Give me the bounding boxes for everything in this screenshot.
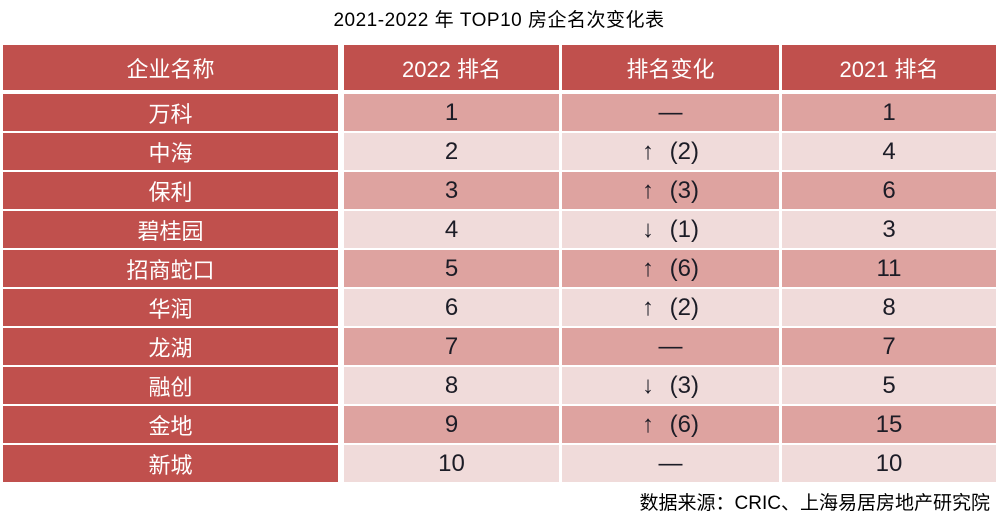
rank-2022-cell: 6: [344, 289, 559, 326]
header-cell-change: 排名变化: [562, 45, 779, 90]
rank-2022-cell: 1: [344, 94, 559, 131]
company-name-cell: 招商蛇口: [3, 250, 338, 287]
rank-2021-cell: 7: [782, 328, 996, 365]
table-row: 碧桂园 4 ↓ (1) 3: [3, 211, 996, 248]
table-row: 金地 9 ↑ (6) 15: [3, 406, 996, 443]
company-name-cell: 金地: [3, 406, 338, 443]
table-row: 融创 8 ↓ (3) 5: [3, 367, 996, 404]
table-row: 龙湖 7 — 7: [3, 328, 996, 365]
table-row: 新城 10 — 10: [3, 445, 996, 482]
rank-2021-cell: 15: [782, 406, 996, 443]
table-row: 万科 1 — 1: [3, 94, 996, 131]
header-cell-2021-rank: 2021 排名: [782, 45, 996, 90]
rank-2021-cell: 11: [782, 250, 996, 287]
table-row: 华润 6 ↑ (2) 8: [3, 289, 996, 326]
rank-2021-cell: 1: [782, 94, 996, 131]
rank-change-cell: ↓ (1): [562, 211, 779, 248]
rank-2021-cell: 3: [782, 211, 996, 248]
rank-2021-cell: 4: [782, 133, 996, 170]
company-name-cell: 碧桂园: [3, 211, 338, 248]
rank-change-cell: —: [562, 94, 779, 131]
rank-2022-cell: 8: [344, 367, 559, 404]
company-name-cell: 华润: [3, 289, 338, 326]
rank-2021-cell: 8: [782, 289, 996, 326]
ranking-table: 企业名称 2022 排名 排名变化 2021 排名 万科 1 — 1 中海 2 …: [3, 45, 996, 484]
company-name-cell: 万科: [3, 94, 338, 131]
table-row: 招商蛇口 5 ↑ (6) 11: [3, 250, 996, 287]
company-name-cell: 融创: [3, 367, 338, 404]
rank-change-cell: —: [562, 445, 779, 482]
rank-2022-cell: 4: [344, 211, 559, 248]
company-name-cell: 保利: [3, 172, 338, 209]
rank-change-cell: —: [562, 328, 779, 365]
rank-change-cell: ↑ (3): [562, 172, 779, 209]
rank-2022-cell: 7: [344, 328, 559, 365]
rank-2021-cell: 5: [782, 367, 996, 404]
header-cell-2022-rank: 2022 排名: [344, 45, 559, 90]
data-source-note: 数据来源：CRIC、上海易居房地产研究院: [639, 493, 990, 514]
table-row: 中海 2 ↑ (2) 4: [3, 133, 996, 170]
rank-change-cell: ↓ (3): [562, 367, 779, 404]
rank-change-cell: ↑ (6): [562, 250, 779, 287]
company-name-cell: 新城: [3, 445, 338, 482]
company-name-cell: 龙湖: [3, 328, 338, 365]
company-name-cell: 中海: [3, 133, 338, 170]
rank-2022-cell: 2: [344, 133, 559, 170]
rank-change-cell: ↑ (2): [562, 289, 779, 326]
table-header-row: 企业名称 2022 排名 排名变化 2021 排名: [3, 45, 996, 90]
table-row: 保利 3 ↑ (3) 6: [3, 172, 996, 209]
rank-2022-cell: 9: [344, 406, 559, 443]
page-title: 2021-2022 年 TOP10 房企名次变化表: [333, 10, 665, 31]
rank-2021-cell: 10: [782, 445, 996, 482]
rank-2021-cell: 6: [782, 172, 996, 209]
rank-change-cell: ↑ (2): [562, 133, 779, 170]
rank-2022-cell: 5: [344, 250, 559, 287]
rank-2022-cell: 3: [344, 172, 559, 209]
rank-2022-cell: 10: [344, 445, 559, 482]
rank-change-cell: ↑ (6): [562, 406, 779, 443]
header-cell-company: 企业名称: [3, 45, 338, 90]
